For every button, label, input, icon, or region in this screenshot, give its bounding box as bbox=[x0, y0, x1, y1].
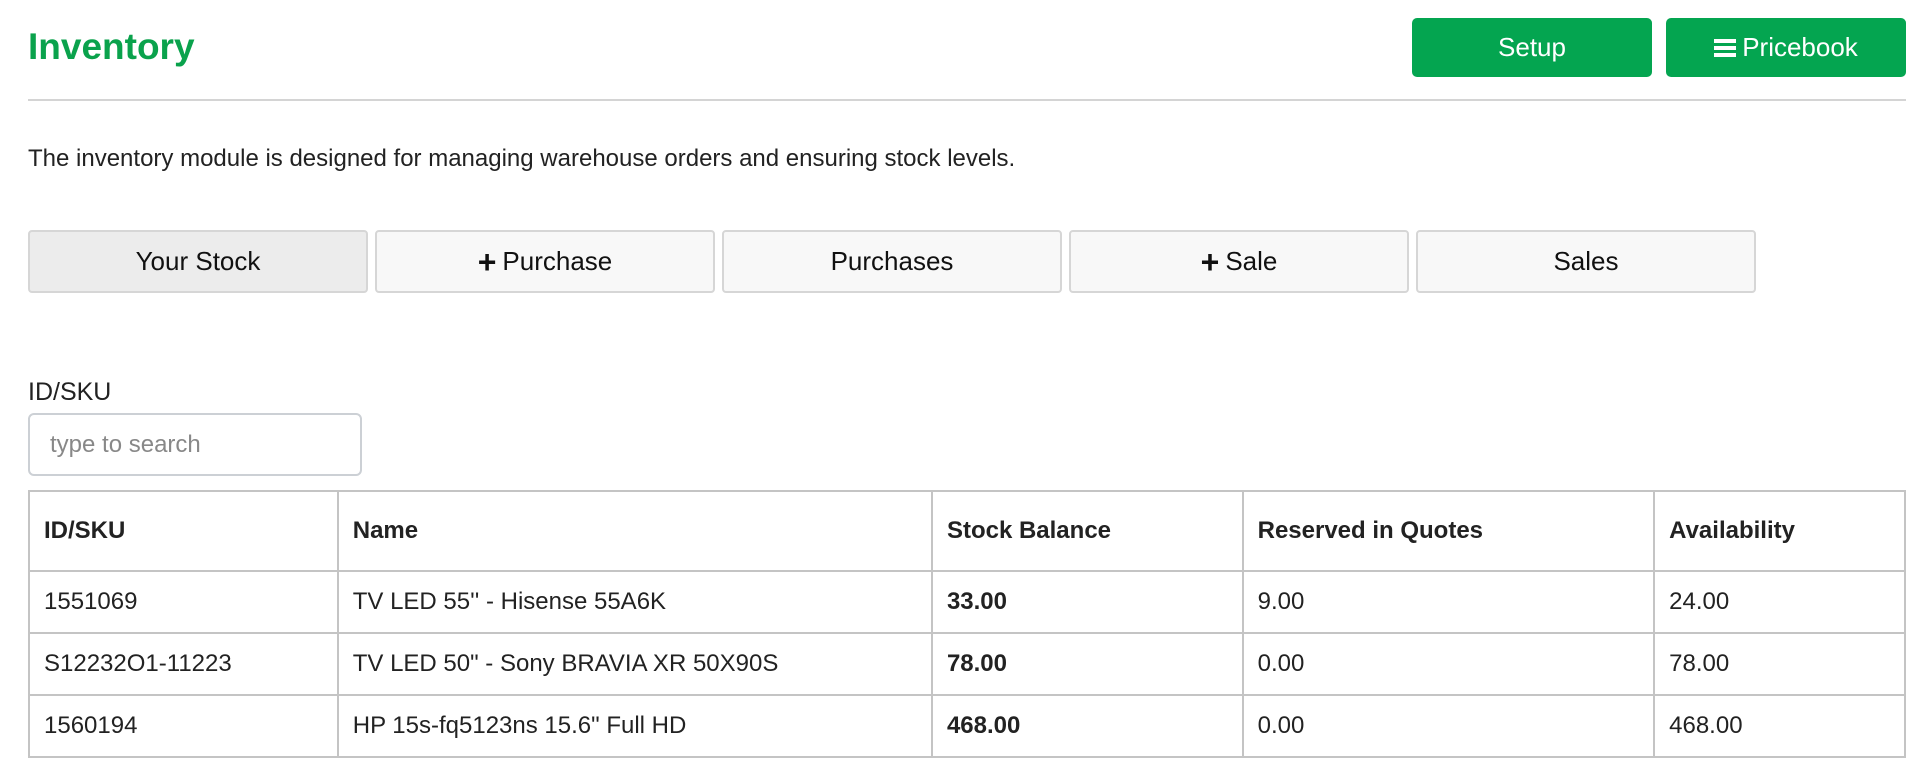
cell-sku: S12232O1-11223 bbox=[28, 632, 339, 696]
cell-reserved: 0.00 bbox=[1241, 694, 1656, 758]
page-title: Inventory bbox=[28, 26, 195, 67]
tab-purchases[interactable]: Purchases bbox=[722, 230, 1062, 293]
tab-label: Sales bbox=[1553, 246, 1619, 276]
tab-sales[interactable]: Sales bbox=[1416, 230, 1756, 293]
table-row[interactable]: 1551069 TV LED 55'' - Hisense 55A6K 33.0… bbox=[28, 570, 1906, 634]
table-header-row: ID/SKU Name Stock Balance Reserved in Qu… bbox=[28, 490, 1906, 572]
table-row[interactable]: S12232O1-11223 TV LED 50" - Sony BRAVIA … bbox=[28, 632, 1906, 696]
column-header[interactable]: Availability bbox=[1653, 490, 1906, 572]
tab-label: Purchase bbox=[502, 246, 613, 276]
cell-reserved: 9.00 bbox=[1241, 570, 1656, 634]
tab-add-sale[interactable]: + Sale bbox=[1069, 230, 1409, 293]
tab-label: Your Stock bbox=[135, 246, 261, 276]
cell-name: TV LED 50" - Sony BRAVIA XR 50X90S bbox=[336, 632, 933, 696]
cell-availability: 468.00 bbox=[1653, 694, 1906, 758]
cell-sku: 1560194 bbox=[28, 694, 339, 758]
tab-label: Purchases bbox=[830, 246, 954, 276]
column-header[interactable]: Reserved in Quotes bbox=[1241, 490, 1656, 572]
cell-name: TV LED 55'' - Hisense 55A6K bbox=[336, 570, 933, 634]
cell-stock-balance: 78.00 bbox=[930, 632, 1244, 696]
column-header[interactable]: Name bbox=[336, 490, 933, 572]
stock-table: ID/SKU Name Stock Balance Reserved in Qu… bbox=[28, 490, 1906, 758]
cell-reserved: 0.00 bbox=[1241, 632, 1656, 696]
tab-your-stock[interactable]: Your Stock bbox=[28, 230, 368, 293]
pricebook-button[interactable]: Pricebook bbox=[1666, 18, 1906, 77]
header-divider bbox=[28, 99, 1906, 101]
cell-availability: 24.00 bbox=[1653, 570, 1906, 634]
cell-stock-balance: 468.00 bbox=[930, 694, 1244, 758]
setup-label: Setup bbox=[1498, 32, 1566, 62]
plus-icon: + bbox=[1200, 243, 1220, 280]
column-header[interactable]: Stock Balance bbox=[930, 490, 1244, 572]
plus-icon: + bbox=[477, 243, 497, 280]
cell-availability: 78.00 bbox=[1653, 632, 1906, 696]
table-row[interactable]: 1560194 HP 15s-fq5123ns 15.6" Full HD 46… bbox=[28, 694, 1906, 758]
cell-stock-balance: 33.00 bbox=[930, 570, 1244, 634]
description: The inventory module is designed for man… bbox=[28, 145, 1016, 172]
cell-sku: 1551069 bbox=[28, 570, 339, 634]
search-label: ID/SKU bbox=[28, 378, 112, 406]
bars-icon bbox=[1714, 38, 1737, 57]
cell-name: HP 15s-fq5123ns 15.6" Full HD bbox=[336, 694, 933, 758]
column-header[interactable]: ID/SKU bbox=[28, 490, 339, 572]
tab-add-purchase[interactable]: + Purchase bbox=[375, 230, 715, 293]
setup-button[interactable]: Setup bbox=[1412, 18, 1652, 77]
tab-label: Sale bbox=[1225, 246, 1278, 276]
pricebook-label: Pricebook bbox=[1742, 32, 1858, 62]
search-input[interactable] bbox=[28, 413, 362, 476]
